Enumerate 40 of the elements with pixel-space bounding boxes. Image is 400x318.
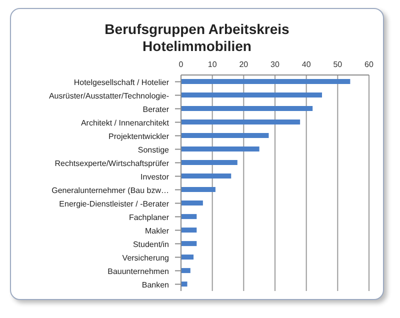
y-tick-label: Banken <box>142 280 169 290</box>
y-tick-label: Architekt / Innenarchitekt <box>80 118 170 128</box>
y-tick-label: Makler <box>144 226 170 236</box>
x-tick-label: 10 <box>208 60 218 69</box>
x-tick-label: 50 <box>333 60 343 69</box>
x-tick-label: 60 <box>364 60 374 69</box>
y-tick-label: Investor <box>140 172 170 182</box>
y-tick-label: Projektentwickler <box>108 132 170 141</box>
bar <box>181 160 238 166</box>
y-tick-label: Energie-Dienstleister / -Berater <box>59 199 170 208</box>
y-tick-label: Bauunternehmen <box>108 266 169 276</box>
y-tick-label: Student/in <box>132 240 169 249</box>
bar <box>181 200 203 206</box>
y-tick-label: Ausrüster/Ausstatter/Technologie- <box>48 91 170 100</box>
chart-title: Berufsgruppen Arbeitskreis Hotelimmobilien <box>104 21 290 55</box>
y-tick-label: Hotelgesellschaft / Hotelier <box>74 78 170 87</box>
y-tick-label: Rechtsexperte/Wirtschaftsprüfer <box>54 158 170 168</box>
y-tick-label: Fachplaner <box>128 212 170 222</box>
bar <box>181 228 197 233</box>
x-tick-label: 40 <box>302 60 312 69</box>
y-tick-label: Generalunternehmer (Bau bzw… <box>52 186 169 195</box>
bar <box>181 187 216 192</box>
bar <box>181 106 313 112</box>
bar <box>181 79 350 84</box>
bar <box>181 241 197 246</box>
x-tick-label: 20 <box>239 60 249 69</box>
bar <box>181 214 197 220</box>
y-tick-label: Berater <box>142 104 170 114</box>
bar <box>181 268 190 274</box>
x-tick-label: 0 <box>178 60 184 69</box>
y-tick-label: Versicherung <box>122 253 169 262</box>
bar <box>181 92 322 98</box>
y-tick-label: Sonstige <box>138 145 170 154</box>
bar <box>181 133 269 138</box>
bar <box>181 282 188 287</box>
bar <box>181 174 232 179</box>
bar <box>181 120 300 125</box>
bar <box>181 254 194 260</box>
x-tick-label: 30 <box>270 60 280 69</box>
bar <box>181 146 260 152</box>
